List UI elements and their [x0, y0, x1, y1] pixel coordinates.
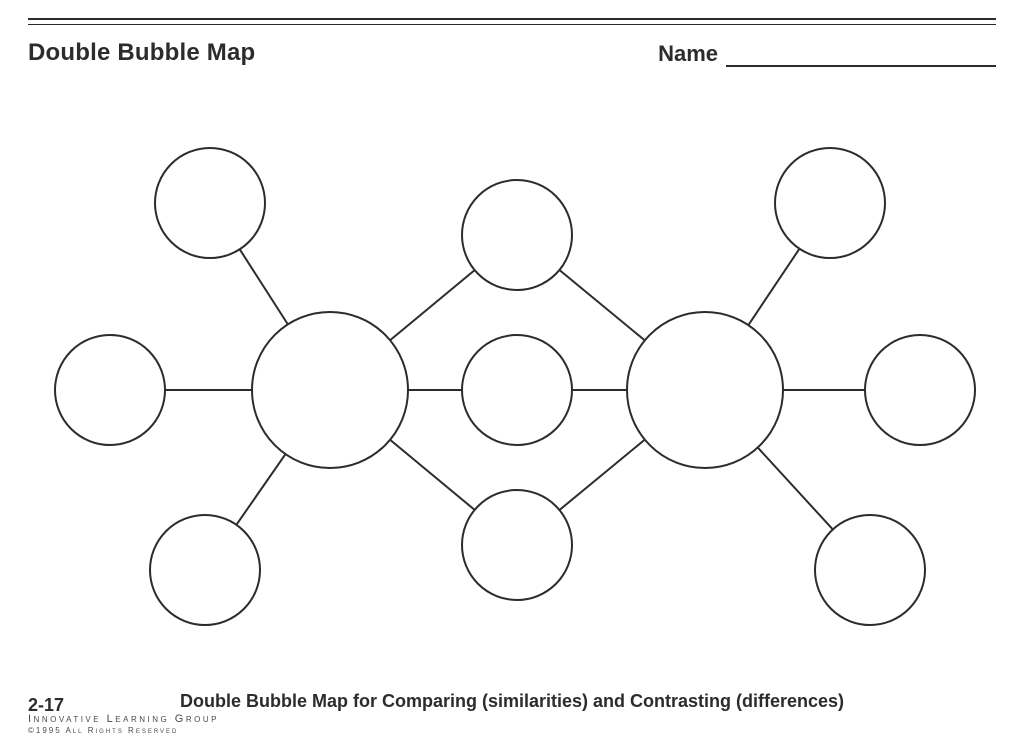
edge — [240, 249, 288, 324]
bubble-L_out_t — [155, 148, 265, 258]
bubble-R_out_b — [815, 515, 925, 625]
name-input-line[interactable] — [726, 47, 996, 67]
edge — [236, 454, 285, 525]
edge — [390, 270, 475, 340]
edge — [748, 249, 799, 325]
bubble-L_out_m — [55, 335, 165, 445]
publisher-block: Innovative Learning Group ©1995 All Righ… — [28, 713, 219, 736]
publisher-rights: ©1995 All Rights Reserved — [28, 726, 219, 736]
top-rule — [28, 18, 996, 25]
name-label: Name — [658, 41, 718, 67]
diagram-caption: Double Bubble Map for Comparing (similar… — [0, 691, 1024, 712]
bubble-L_main — [252, 312, 408, 468]
bubble-R_main — [627, 312, 783, 468]
page-title: Double Bubble Map — [28, 39, 255, 67]
bubble-R_out_m — [865, 335, 975, 445]
worksheet-page: Double Bubble Map Name Double Bubble Map… — [0, 0, 1024, 750]
bubble-S_top — [462, 180, 572, 290]
bubble-S_mid — [462, 335, 572, 445]
bubble-R_out_t — [775, 148, 885, 258]
name-field-block: Name — [658, 41, 996, 67]
bubble-svg — [0, 100, 1024, 660]
header-row: Double Bubble Map Name — [28, 39, 996, 67]
bubble-L_out_b — [150, 515, 260, 625]
edge — [758, 447, 833, 529]
edge — [559, 270, 644, 340]
edge — [390, 440, 475, 510]
edge — [559, 440, 644, 510]
double-bubble-diagram — [0, 100, 1024, 660]
publisher-name: Innovative Learning Group — [28, 713, 219, 726]
bubble-S_bot — [462, 490, 572, 600]
